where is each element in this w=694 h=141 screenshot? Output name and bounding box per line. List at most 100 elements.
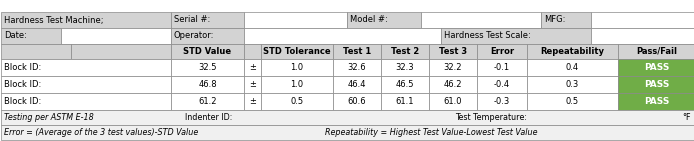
Text: 0.5: 0.5 xyxy=(290,97,303,106)
Text: Test 3: Test 3 xyxy=(439,47,467,56)
Text: °F: °F xyxy=(682,113,691,122)
Text: ±: ± xyxy=(249,97,256,106)
Text: Hardness Test Scale:: Hardness Test Scale: xyxy=(444,31,531,40)
Bar xyxy=(347,12,421,28)
Text: Error = (Average of the 3 test values)-STD Value: Error = (Average of the 3 test values)-S… xyxy=(4,128,198,137)
Text: Repeatability = Highest Test Value-Lowest Test Value: Repeatability = Highest Test Value-Lowes… xyxy=(325,128,537,137)
Text: 32.3: 32.3 xyxy=(396,63,414,72)
Bar xyxy=(171,59,244,76)
Bar xyxy=(244,59,261,76)
Text: 46.8: 46.8 xyxy=(198,80,217,89)
Bar xyxy=(171,76,244,93)
Text: -0.3: -0.3 xyxy=(494,97,510,106)
Text: Testing per ASTM E-18: Testing per ASTM E-18 xyxy=(4,113,94,122)
Text: Block ID:: Block ID: xyxy=(4,80,41,89)
Bar xyxy=(333,59,381,76)
Text: 61.2: 61.2 xyxy=(198,97,217,106)
Bar xyxy=(1,59,171,76)
Text: Repeatability: Repeatability xyxy=(541,47,604,56)
Bar xyxy=(618,93,694,110)
Text: Test 1: Test 1 xyxy=(343,47,371,56)
Text: PASS: PASS xyxy=(644,97,669,106)
Bar xyxy=(381,59,429,76)
Text: PASS: PASS xyxy=(644,80,669,89)
Bar xyxy=(591,12,694,28)
Bar xyxy=(381,76,429,93)
Text: Pass/Fail: Pass/Fail xyxy=(636,47,677,56)
Bar xyxy=(477,44,527,59)
Text: Block ID:: Block ID: xyxy=(4,63,41,72)
Text: 61.1: 61.1 xyxy=(396,97,414,106)
Text: -0.4: -0.4 xyxy=(494,80,510,89)
Text: Operator:: Operator: xyxy=(174,31,214,40)
Text: 60.6: 60.6 xyxy=(348,97,366,106)
Text: 32.2: 32.2 xyxy=(443,63,462,72)
Text: Test Temperature:: Test Temperature: xyxy=(455,113,527,122)
Text: Block ID:: Block ID: xyxy=(4,97,41,106)
Text: Test 2: Test 2 xyxy=(391,47,419,56)
Bar xyxy=(477,76,527,93)
Bar xyxy=(244,44,261,59)
Bar xyxy=(333,76,381,93)
Text: 46.4: 46.4 xyxy=(348,80,366,89)
Bar xyxy=(429,93,477,110)
Bar xyxy=(541,12,591,28)
Bar xyxy=(1,28,61,44)
Bar xyxy=(429,59,477,76)
Text: -0.1: -0.1 xyxy=(494,63,510,72)
Text: Indenter ID:: Indenter ID: xyxy=(185,113,232,122)
Text: 32.5: 32.5 xyxy=(198,63,217,72)
Bar xyxy=(1,125,694,140)
Bar xyxy=(1,44,71,59)
Text: 1.0: 1.0 xyxy=(290,63,303,72)
Text: Serial #:: Serial #: xyxy=(174,16,210,25)
Bar xyxy=(421,12,541,28)
Bar xyxy=(261,59,333,76)
Bar xyxy=(618,59,694,76)
Bar xyxy=(1,110,694,125)
Bar xyxy=(527,59,618,76)
Text: Hardness Test Machine;: Hardness Test Machine; xyxy=(4,16,103,25)
Text: Error: Error xyxy=(490,47,514,56)
Text: STD Tolerance: STD Tolerance xyxy=(263,47,331,56)
Bar xyxy=(1,12,171,28)
Text: 0.4: 0.4 xyxy=(566,63,579,72)
Bar xyxy=(527,93,618,110)
Text: Model #:: Model #: xyxy=(350,16,388,25)
Text: 46.5: 46.5 xyxy=(396,80,414,89)
Text: 1.0: 1.0 xyxy=(290,80,303,89)
Text: 46.2: 46.2 xyxy=(443,80,462,89)
Bar xyxy=(591,28,694,44)
Text: ±: ± xyxy=(249,63,256,72)
Bar xyxy=(429,76,477,93)
Bar xyxy=(1,76,171,93)
Text: 61.0: 61.0 xyxy=(443,97,462,106)
Bar xyxy=(71,44,171,59)
Bar xyxy=(1,93,171,110)
Bar xyxy=(244,93,261,110)
Bar xyxy=(261,93,333,110)
Text: 32.6: 32.6 xyxy=(348,63,366,72)
Bar xyxy=(171,93,244,110)
Bar xyxy=(429,44,477,59)
Bar xyxy=(441,28,591,44)
Text: STD Value: STD Value xyxy=(183,47,232,56)
Bar xyxy=(333,93,381,110)
Bar xyxy=(618,76,694,93)
Bar xyxy=(244,76,261,93)
Bar xyxy=(381,44,429,59)
Bar xyxy=(477,59,527,76)
Bar xyxy=(381,93,429,110)
Bar xyxy=(171,12,244,28)
Bar xyxy=(527,76,618,93)
Bar xyxy=(261,44,333,59)
Bar xyxy=(477,93,527,110)
Text: PASS: PASS xyxy=(644,63,669,72)
Text: MFG:: MFG: xyxy=(544,16,566,25)
Bar xyxy=(244,12,347,28)
Bar xyxy=(244,28,441,44)
Bar xyxy=(618,44,694,59)
Bar xyxy=(527,44,618,59)
Bar xyxy=(171,44,244,59)
Bar xyxy=(261,76,333,93)
